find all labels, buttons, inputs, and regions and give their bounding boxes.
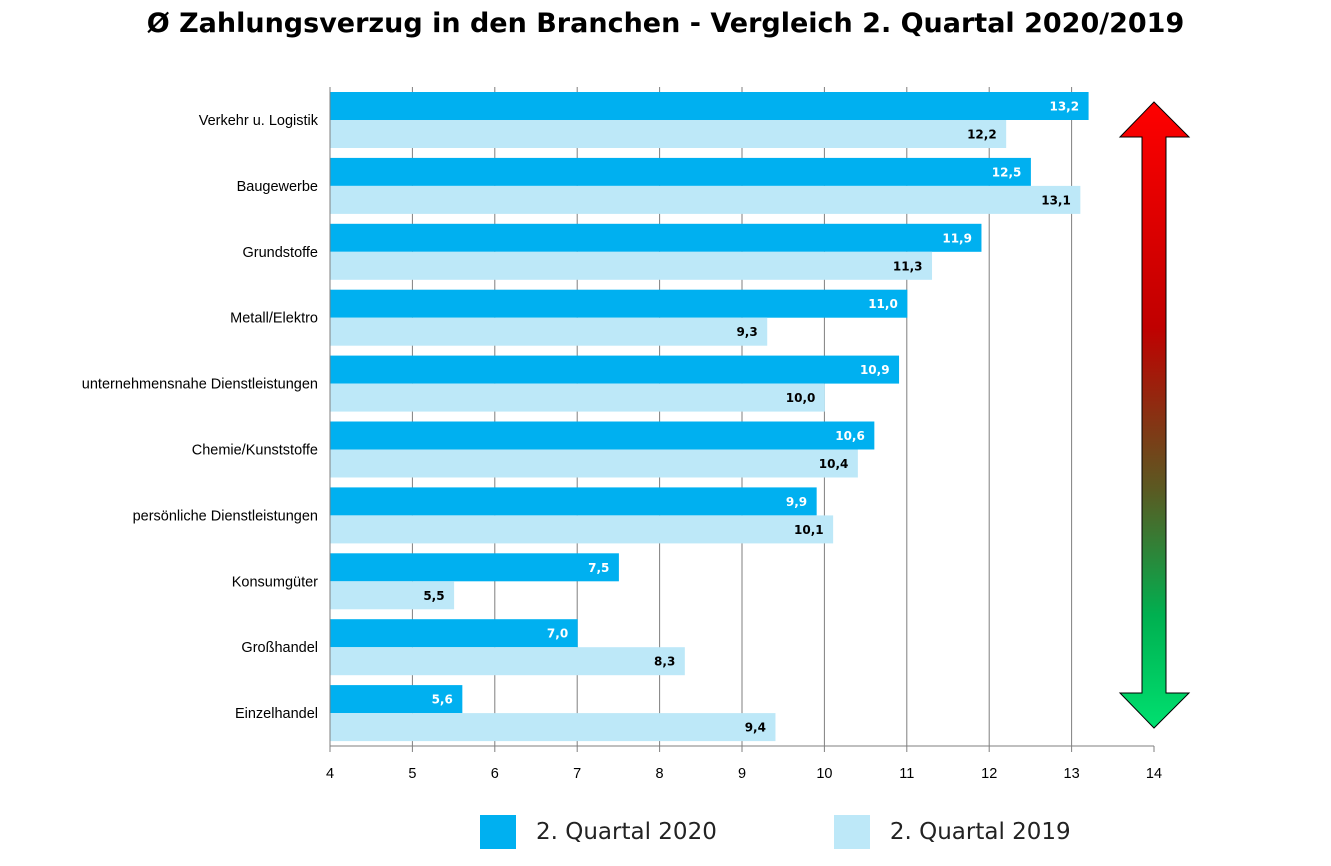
data-label-2019: 5,5 [423, 589, 444, 603]
legend-item-2020: 2. Quartal 2020 [480, 815, 717, 849]
labels: 4 5 6 7 8 9 10 11 12 13 14 Verkehr u. Logistik 13,2 1… [82, 100, 1162, 783]
data-label-2020: 10,6 [835, 429, 865, 443]
legend-label-2019: 2. Quartal 2019 [889, 819, 1071, 845]
bar-2020 [330, 553, 619, 582]
x-tick-label: 5 [408, 766, 416, 782]
bar-2019 [330, 647, 685, 676]
risk-arrow-icon [1118, 101, 1191, 729]
x-tick-label: 4 [326, 766, 334, 782]
data-label-2020: 10,9 [860, 363, 890, 377]
bar-2019 [330, 317, 768, 346]
x-tick-label: 13 [1064, 766, 1080, 782]
data-label-2019: 9,4 [745, 721, 766, 735]
x-tick-label: 12 [981, 766, 997, 782]
bar-2020 [330, 92, 1089, 120]
data-label-2019: 10,1 [794, 523, 824, 537]
legend-swatch-2020 [480, 815, 516, 849]
category-label: Metall/Elektro [230, 311, 318, 327]
category-label: unternehmensnahe Dienstleistungen [82, 377, 318, 393]
category-label: Baugewerbe [237, 179, 318, 195]
x-tick-label: 8 [656, 766, 664, 782]
bar-2020 [330, 289, 908, 318]
category-label: Großhandel [241, 640, 318, 656]
data-label-2020: 9,9 [786, 495, 807, 509]
data-label-2020: 5,6 [432, 693, 453, 707]
data-label-2019: 9,3 [736, 325, 757, 339]
data-label-2019: 8,3 [654, 655, 675, 669]
category-label: Chemie/Kunststoffe [192, 443, 318, 459]
x-tick-label: 10 [816, 766, 832, 782]
bars [330, 92, 1089, 742]
legend-item-2019: 2. Quartal 2019 [833, 815, 1071, 849]
x-tick-label: 11 [899, 766, 914, 782]
bar-2020 [330, 157, 1031, 186]
data-label-2019: 10,0 [786, 391, 816, 405]
bar-2019 [330, 120, 1007, 148]
chart-title: Ø Zahlungsverzug in den Branchen - Vergl… [146, 8, 1185, 39]
bar-2019 [330, 251, 933, 280]
data-label-2020: 11,9 [942, 231, 972, 245]
legend-label-2020: 2. Quartal 2020 [536, 819, 717, 845]
category-label: Grundstoffe [242, 245, 318, 261]
bar-2020 [330, 619, 578, 648]
bar-2019 [330, 449, 858, 478]
x-tick-label: 6 [491, 766, 499, 782]
bar-2020 [330, 355, 900, 384]
axes [329, 87, 1155, 752]
data-label-2019: 10,4 [819, 457, 849, 471]
bar-2020 [330, 487, 817, 516]
data-label-2020: 13,2 [1049, 100, 1079, 114]
category-label: Konsumgüter [232, 574, 318, 590]
category-label: Verkehr u. Logistik [199, 113, 319, 129]
x-tick-label: 9 [738, 766, 746, 782]
bar-2020 [330, 223, 982, 252]
x-tick-label: 14 [1146, 766, 1162, 782]
bar-2019 [330, 515, 834, 544]
data-label-2020: 11,0 [868, 297, 898, 311]
data-label-2020: 12,5 [992, 165, 1022, 179]
legend-swatch-2019 [833, 815, 870, 849]
data-label-2020: 7,0 [547, 627, 568, 641]
data-label-2019: 13,1 [1041, 193, 1071, 207]
bar-2020 [330, 421, 875, 450]
bar-2020 [330, 685, 463, 714]
data-label-2019: 12,2 [967, 128, 997, 142]
bar-2019 [330, 713, 776, 742]
data-label-2020: 7,5 [588, 561, 609, 575]
legend: 2. Quartal 2020 2. Quartal 2019 [480, 815, 1188, 849]
data-label-2019: 11,3 [893, 259, 923, 273]
bar-2019 [330, 383, 825, 412]
category-label: Einzelhandel [235, 706, 318, 722]
bar-2019 [330, 581, 455, 610]
category-label: persönliche Dienstleistungen [133, 508, 318, 524]
x-tick-label: 7 [573, 766, 581, 782]
bar-2019 [330, 185, 1081, 214]
